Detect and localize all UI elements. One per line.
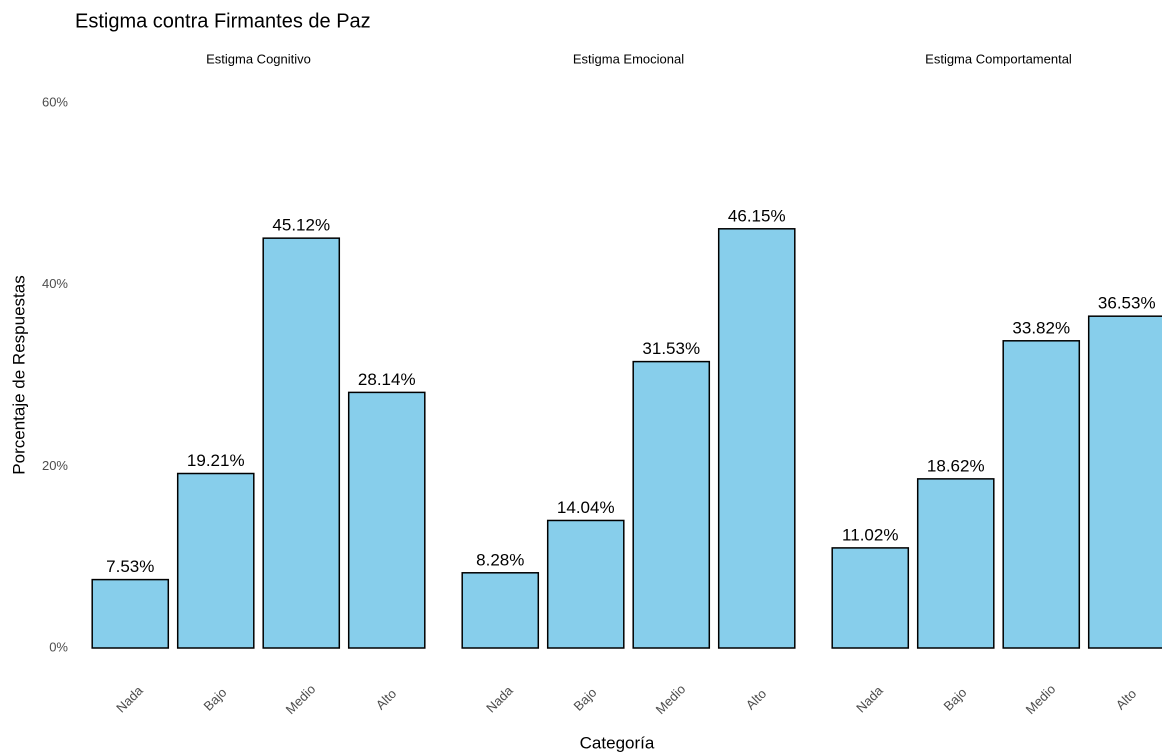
bar — [1087, 315, 1162, 649]
y-tick-label: 40% — [42, 276, 68, 291]
x-tick-label: Bajo — [570, 685, 599, 714]
value-label: 46.15% — [728, 206, 786, 225]
value-label: 18.62% — [927, 456, 985, 475]
x-tick-label: Medio — [1023, 681, 1059, 717]
bar — [176, 472, 255, 649]
x-tick-label: Alto — [373, 686, 399, 712]
x-tick-label: Nada — [113, 682, 146, 715]
value-label: 36.53% — [1098, 294, 1156, 313]
value-label: 28.14% — [358, 370, 416, 389]
y-tick-label: 20% — [42, 458, 68, 473]
x-tick-label: Alto — [743, 686, 769, 712]
bar — [91, 578, 170, 649]
facet-title: Estigma Cognitivo — [206, 51, 311, 66]
x-axis-label: Categoría — [580, 733, 655, 752]
value-label: 14.04% — [557, 498, 615, 517]
value-label: 31.53% — [642, 339, 700, 358]
bar — [461, 572, 540, 649]
facet-title: Estigma Emocional — [573, 51, 684, 66]
value-label: 19.21% — [187, 451, 245, 470]
facet-title: Estigma Comportamental — [925, 51, 1072, 66]
chart-title: Estigma contra Firmantes de Paz — [75, 10, 371, 32]
y-axis-label: Porcentaje de Respuestas — [9, 275, 28, 474]
bar — [632, 360, 711, 649]
bar — [717, 228, 796, 649]
bar — [831, 547, 910, 649]
bar — [1002, 340, 1081, 649]
value-label: 8.28% — [476, 550, 524, 569]
bar — [347, 391, 426, 649]
value-label: 33.82% — [1012, 318, 1070, 337]
x-tick-label: Nada — [853, 682, 886, 715]
value-label: 45.12% — [272, 216, 330, 235]
x-tick-label: Alto — [1113, 686, 1139, 712]
x-tick-label: Bajo — [940, 685, 969, 714]
x-tick-label: Medio — [653, 681, 689, 717]
x-tick-label: Bajo — [200, 685, 229, 714]
x-tick-label: Nada — [483, 682, 516, 715]
bar — [916, 478, 995, 649]
y-tick-label: 60% — [42, 94, 68, 109]
y-tick-label: 0% — [49, 639, 68, 654]
bar — [262, 237, 341, 649]
bar — [546, 519, 625, 649]
value-label: 7.53% — [106, 557, 154, 576]
value-label: 11.02% — [842, 525, 898, 544]
x-tick-label: Medio — [283, 681, 319, 717]
